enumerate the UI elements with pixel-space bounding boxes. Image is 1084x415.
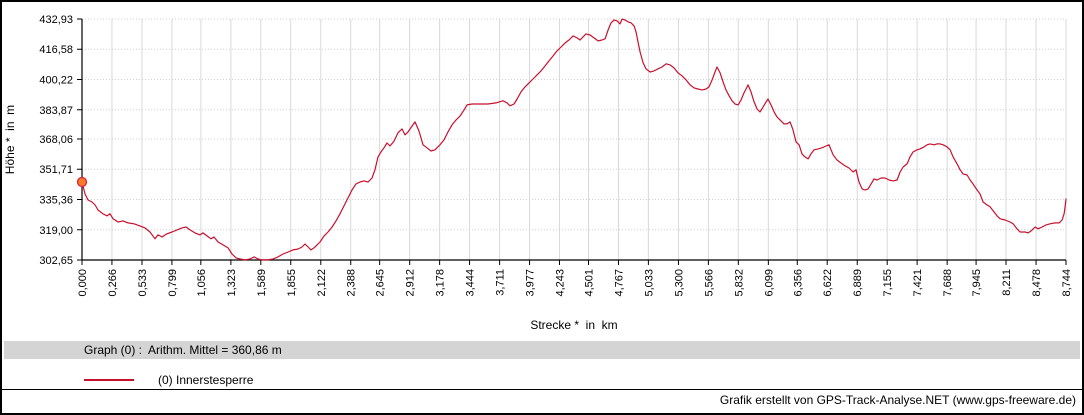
x-tick-label: 5,832 bbox=[733, 269, 745, 297]
x-tick-label: 0,533 bbox=[137, 269, 149, 297]
x-tick-label: 1,855 bbox=[286, 269, 298, 297]
x-tick-label: 1,323 bbox=[226, 269, 238, 297]
y-tick-label: 351,71 bbox=[39, 164, 73, 176]
x-tick-label: 6,099 bbox=[763, 269, 775, 297]
elevation-line bbox=[81, 18, 1067, 261]
x-tick-label: 1,056 bbox=[196, 269, 208, 297]
x-tick-label: 7,945 bbox=[971, 269, 983, 297]
elevation-chart: 0,000 0,266 0,533 0,799 1,056 1,323 1,589 1,855… bbox=[2, 2, 1082, 342]
x-tick-label: 4,501 bbox=[584, 269, 596, 297]
x-tick-label: 7,688 bbox=[942, 269, 954, 297]
footer-text: Grafik erstellt von GPS-Track-Analyse.NE… bbox=[719, 393, 1076, 407]
x-tick-label: 6,356 bbox=[792, 269, 804, 297]
x-tick-label: 6,622 bbox=[822, 269, 834, 297]
y-tick-label: 416,58 bbox=[39, 44, 73, 56]
y-tick-label: 383,87 bbox=[39, 105, 73, 117]
y-axis-title: Höhe * in m bbox=[3, 105, 17, 174]
x-tick-label: 3,711 bbox=[495, 269, 507, 296]
x-tick-label: 5,566 bbox=[703, 269, 715, 297]
y-tick-label: 319,00 bbox=[39, 225, 73, 237]
x-tick-label: 6,889 bbox=[852, 269, 864, 297]
x-tick-label: 2,122 bbox=[316, 269, 328, 297]
info-bar-text: Graph (0) : Arithm. Mittel = 360,86 m bbox=[84, 343, 282, 357]
footer: Grafik erstellt von GPS-Track-Analyse.NE… bbox=[2, 393, 1082, 411]
x-tick-label: 5,300 bbox=[673, 269, 685, 297]
x-tick-label: 7,421 bbox=[912, 269, 924, 297]
x-tick-label: 3,444 bbox=[465, 269, 477, 297]
x-tick-label: 3,977 bbox=[525, 269, 537, 297]
footer-divider bbox=[2, 389, 1082, 390]
x-tick-label: 5,033 bbox=[643, 269, 655, 297]
start-marker bbox=[76, 176, 88, 188]
y-tick-label: 368,06 bbox=[39, 134, 73, 146]
y-tick-label: 400,22 bbox=[39, 75, 73, 87]
legend-line-sample bbox=[84, 379, 134, 381]
x-tick-label: 2,388 bbox=[346, 269, 358, 297]
x-tick-label: 1,589 bbox=[256, 269, 268, 297]
y-tick-label: 432,93 bbox=[39, 14, 73, 26]
x-tick-label: 8,478 bbox=[1031, 269, 1043, 297]
x-tick-label: 0,266 bbox=[107, 269, 119, 297]
x-tick-label: 8,211 bbox=[1001, 269, 1013, 296]
y-tick-label: 335,36 bbox=[39, 194, 73, 206]
x-tick-label: 7,155 bbox=[882, 269, 894, 297]
x-tick-label: 4,767 bbox=[613, 269, 625, 297]
x-tick-label: 0,799 bbox=[167, 269, 179, 297]
legend-label: (0) Innerstesperre bbox=[158, 373, 254, 387]
y-tick-label: 302,65 bbox=[39, 255, 73, 267]
x-tick-label: 0,000 bbox=[77, 269, 89, 297]
legend: (0) Innerstesperre bbox=[2, 372, 1082, 388]
elevation-chart-svg: 0,000 0,266 0,533 0,799 1,056 1,323 1,589 1,855… bbox=[3, 14, 1073, 332]
x-tick-label: 8,744 bbox=[1061, 269, 1073, 297]
x-axis-title: Strecke * in km bbox=[530, 318, 617, 332]
x-tick-label: 3,178 bbox=[435, 269, 447, 297]
x-tick-label: 2,912 bbox=[405, 269, 417, 297]
x-tick-label: 2,645 bbox=[375, 269, 387, 297]
x-tick-label: 4,243 bbox=[554, 269, 566, 297]
info-bar: Graph (0) : Arithm. Mittel = 360,86 m bbox=[4, 341, 1080, 359]
